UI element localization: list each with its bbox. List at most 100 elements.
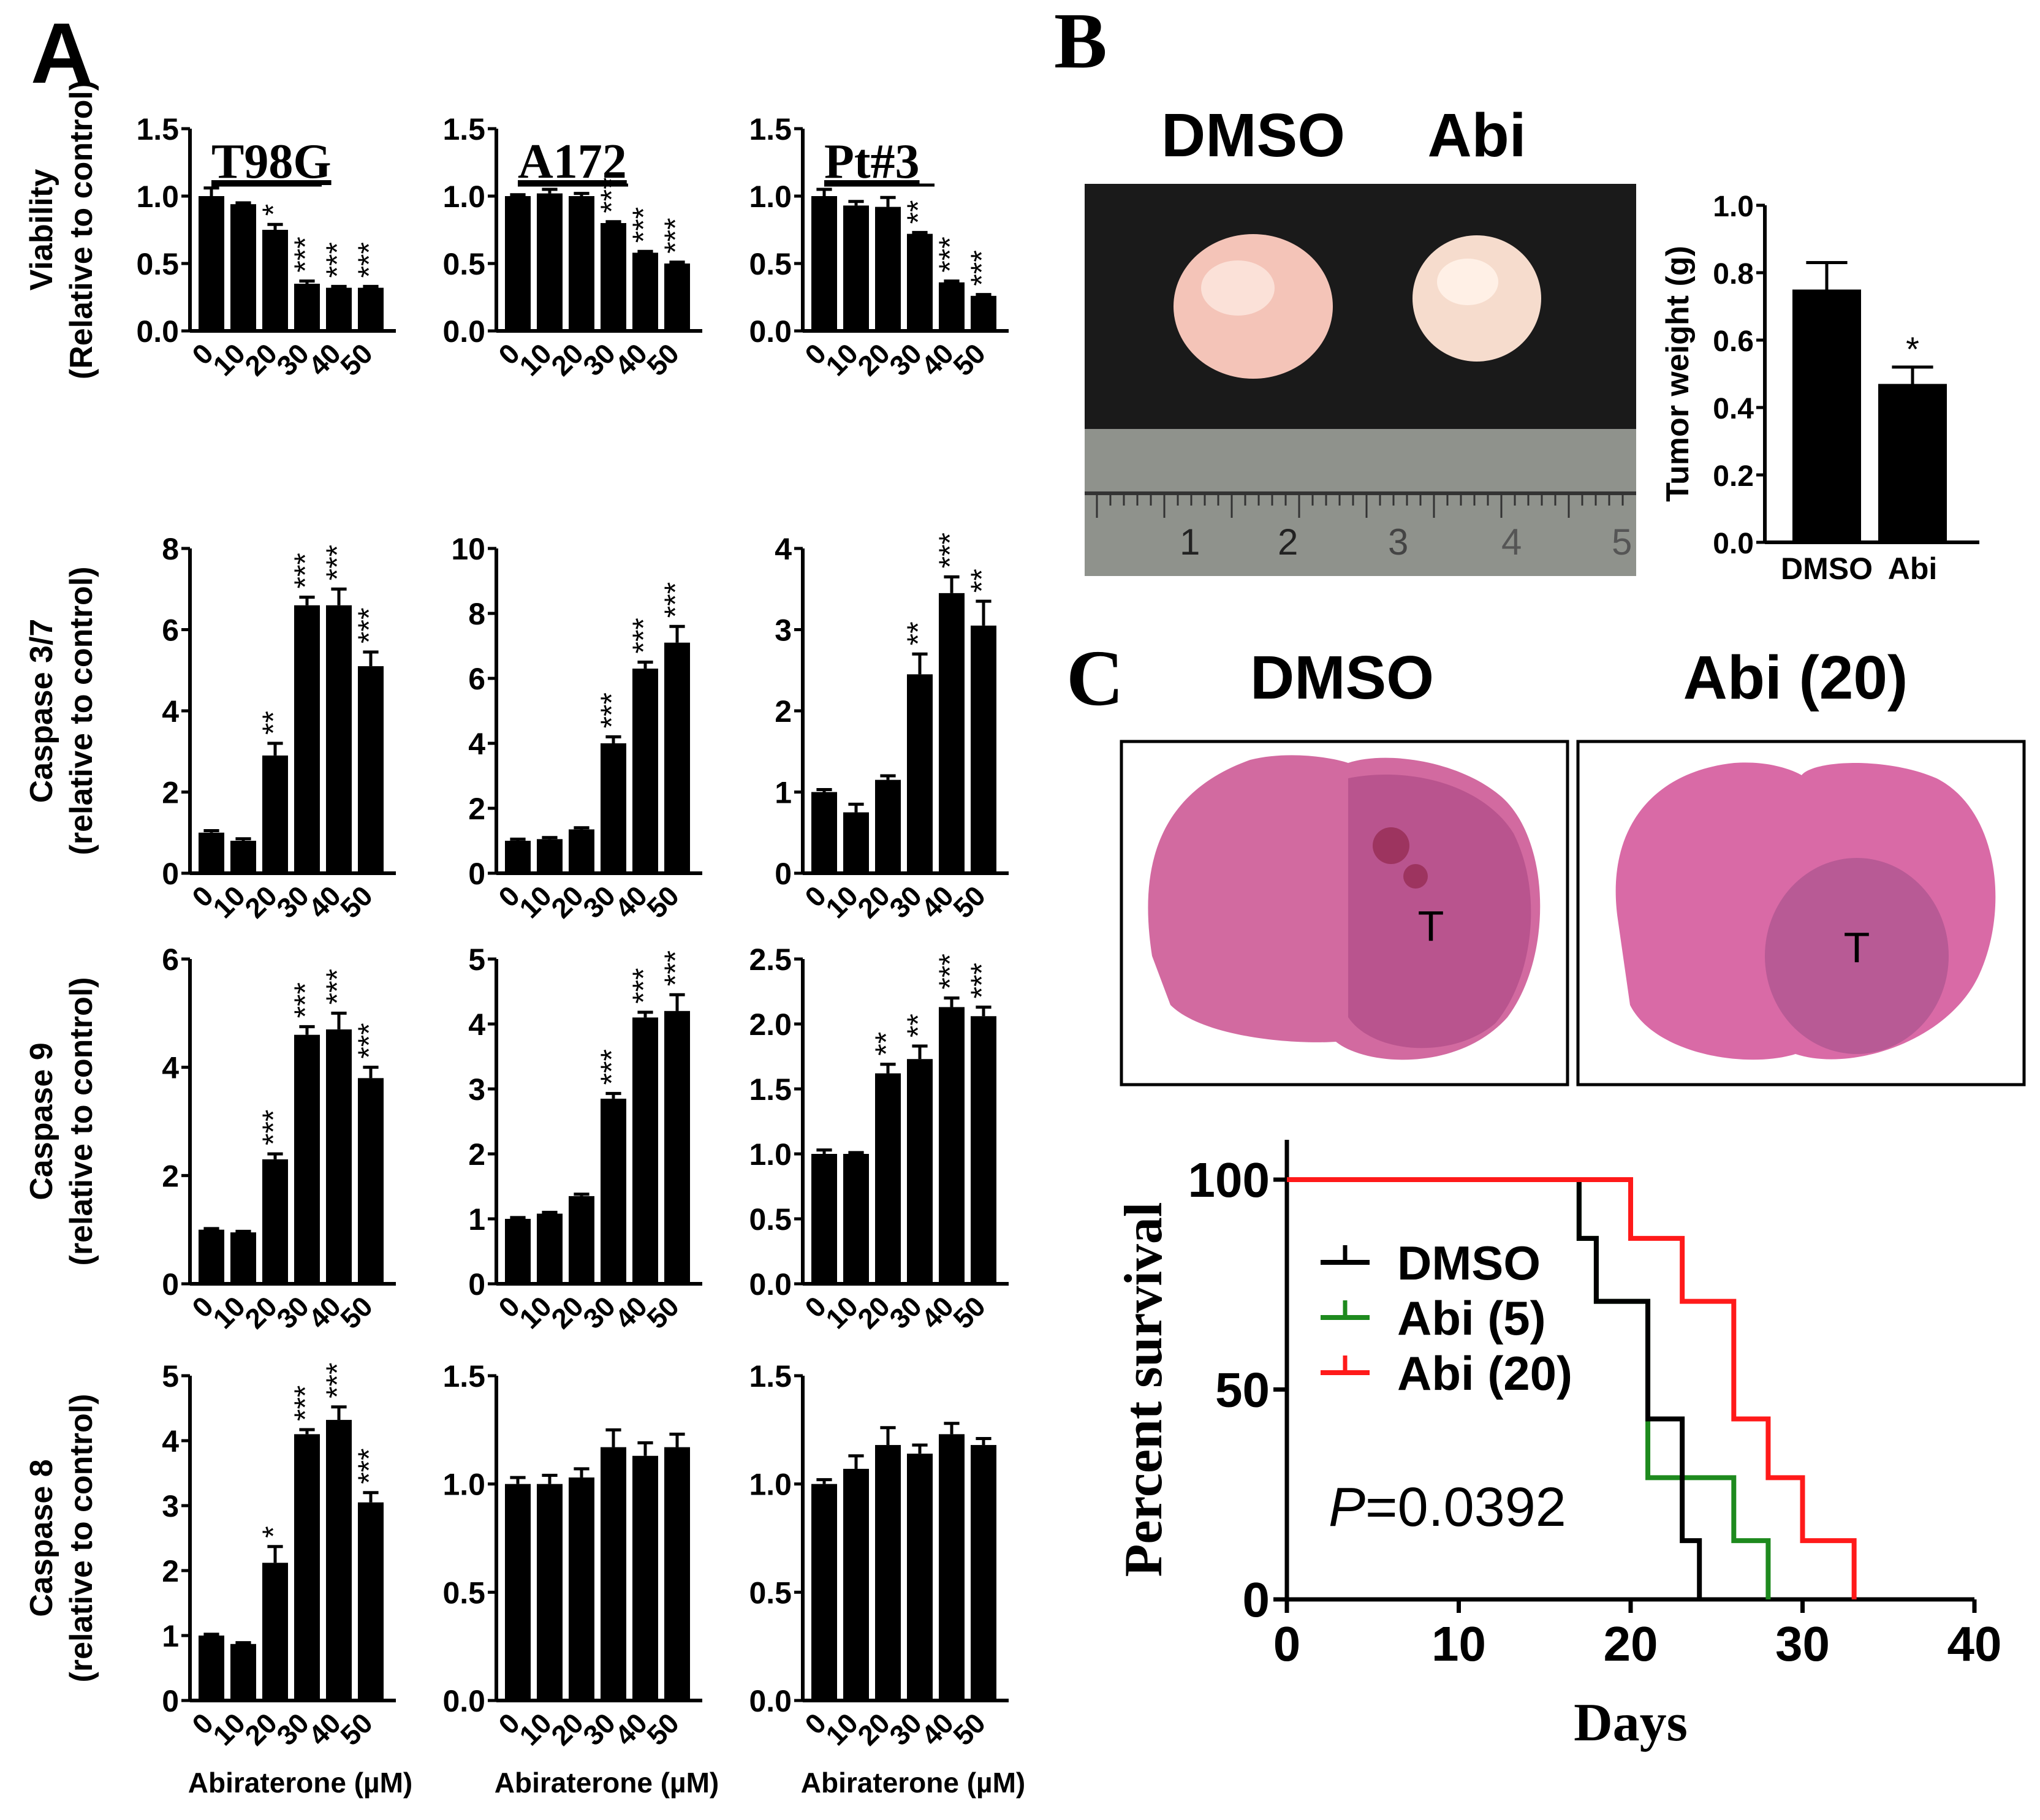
bar [1792, 289, 1861, 542]
legend-label: Abi (20) [1397, 1346, 1572, 1400]
bar [664, 1447, 690, 1701]
bar [907, 1454, 933, 1701]
bar [199, 832, 224, 873]
y-tick-label: 0.0 [749, 314, 792, 349]
bar [262, 230, 288, 331]
bar [875, 779, 901, 873]
bar [326, 605, 352, 873]
y-tick-label: 2.0 [749, 1007, 792, 1042]
bar [843, 1154, 869, 1284]
significance-label: *** [352, 1448, 386, 1484]
bar [601, 743, 626, 873]
chart-title: T98G [211, 135, 332, 189]
bar [907, 674, 933, 873]
y-tick-label: 1.5 [749, 1072, 792, 1107]
y-tick-label: 0 [775, 857, 792, 891]
chart-title: A172 [518, 135, 627, 189]
y-tick-label: 8 [162, 532, 179, 566]
x-tick-label: DMSO [1781, 552, 1873, 586]
bar [230, 1232, 256, 1284]
y-tick-label: 2 [468, 792, 485, 826]
bar [537, 193, 563, 331]
significance-label: *** [320, 545, 354, 580]
x-tick-label: 50 [640, 1290, 685, 1335]
significance-label: *** [933, 237, 967, 272]
y-tick-label: 0 [468, 1267, 485, 1302]
significance-label: *** [626, 618, 661, 653]
x-tick-label: 50 [334, 1290, 379, 1335]
x-tick-label: 50 [640, 879, 685, 924]
significance-label: *** [288, 1386, 322, 1421]
y-tick-label: 1 [162, 1619, 179, 1653]
y-tick-label: 2 [162, 1554, 179, 1588]
x-tick-label: 50 [640, 337, 685, 382]
y-tick-label: 1.0 [749, 1468, 792, 1502]
p-value-number: =0.0392 [1365, 1477, 1566, 1538]
y-axis-label: Caspase 3/7 [24, 619, 59, 803]
bar [939, 1007, 965, 1284]
significance-label: *** [320, 242, 354, 278]
bar [199, 1229, 224, 1284]
y-tick-label: 4 [775, 532, 792, 566]
x-tick-label: 50 [947, 1290, 992, 1335]
bar [358, 1502, 384, 1701]
y-tick-label: 2 [775, 694, 792, 729]
significance-label: * [1906, 330, 1919, 368]
significance-label: *** [288, 982, 322, 1018]
y-tick-label: 0.0 [442, 1684, 485, 1718]
y-tick-label: 2.5 [749, 942, 792, 977]
significance-label: *** [352, 1023, 386, 1058]
y-tick-label: 0.8 [1713, 258, 1754, 290]
bar [569, 1196, 594, 1284]
significance-label: *** [626, 968, 661, 1004]
y-tick-label: 3 [468, 1072, 485, 1107]
x-axis-label: Abiraterone (µM) [188, 1767, 412, 1799]
x-tick-label: 50 [334, 337, 379, 382]
bar [843, 1468, 869, 1701]
y-tick-label: 2 [468, 1137, 485, 1172]
tumor-marker-dmso: T [1418, 902, 1444, 950]
significance-label: ** [256, 711, 290, 735]
histology-dmso: T [1120, 740, 1569, 1086]
bar [230, 841, 256, 873]
x-axis-label: Abiraterone (µM) [801, 1767, 1025, 1799]
significance-label: *** [352, 608, 386, 643]
y-tick-label: 50 [1215, 1363, 1270, 1417]
y-tick-label: 0.4 [1713, 393, 1754, 425]
p-value: P=0.0392 [1329, 1477, 1566, 1538]
p-value-symbol: P [1329, 1477, 1365, 1538]
bar [537, 1213, 563, 1284]
significance-label: *** [626, 207, 661, 243]
y-tick-label: 0 [162, 1267, 179, 1302]
significance-label: *** [933, 533, 967, 568]
y-tick-label: 3 [162, 1489, 179, 1523]
significance-label: *** [658, 950, 692, 986]
ruler-mark-4: 4 [1501, 521, 1522, 563]
y-tick-label: 8 [468, 597, 485, 631]
y-tick-label: 6 [162, 942, 179, 977]
y-tick-label: 1.0 [442, 180, 485, 214]
bar [537, 1484, 563, 1701]
bar [875, 207, 901, 331]
bar [632, 1455, 658, 1701]
significance-label: * [256, 1526, 290, 1538]
significance-label: *** [594, 177, 629, 213]
y-tick-label: 0.0 [749, 1684, 792, 1718]
bar [811, 1154, 837, 1284]
bar [505, 1484, 531, 1701]
panel-label-c: C [1066, 634, 1124, 722]
bar [811, 1484, 837, 1701]
tumor-marker-abi: T [1844, 923, 1870, 971]
significance-label: *** [352, 242, 386, 278]
photo-label-abi: Abi [1427, 101, 1526, 170]
bar [294, 1434, 320, 1701]
bar [537, 839, 563, 873]
histology-abi: T [1576, 740, 2026, 1086]
significance-label: *** [320, 969, 354, 1004]
